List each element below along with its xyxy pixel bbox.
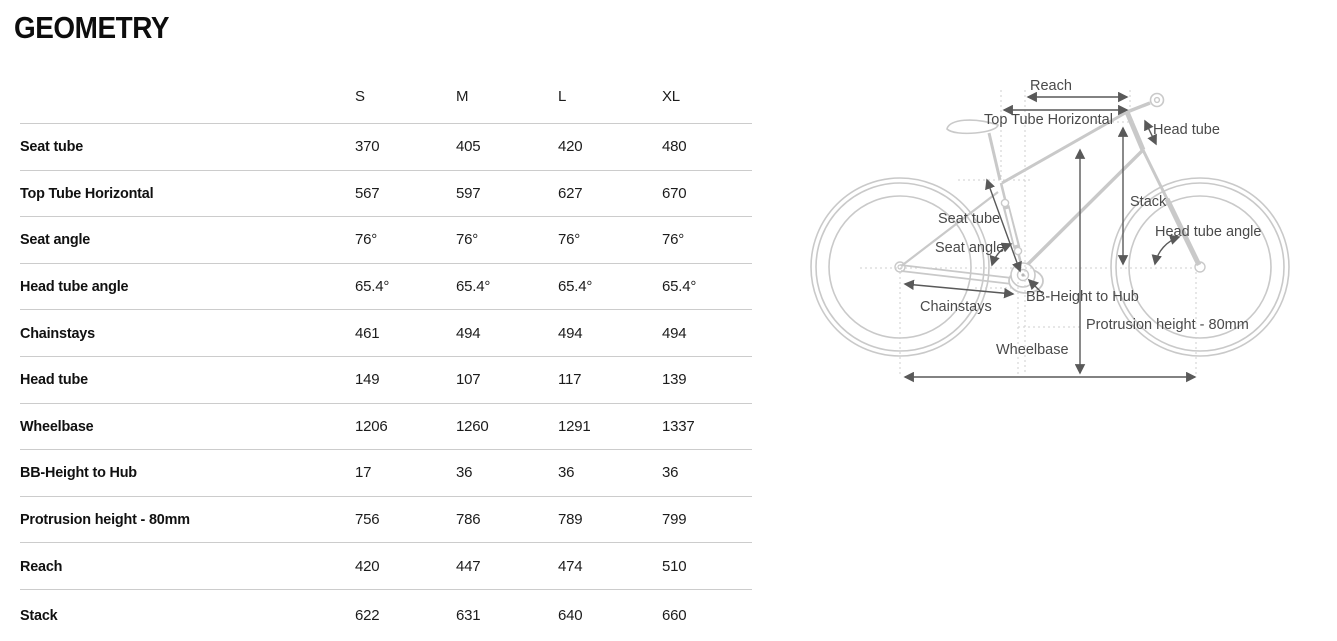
cell-value: 622 <box>355 606 380 624</box>
row-label: Reach <box>20 557 63 575</box>
head-tube-angle-arc <box>1151 234 1181 266</box>
bb-height-to-hub-arrow <box>1027 278 1043 294</box>
cell-value: 1337 <box>662 417 695 435</box>
table-row-protrusion-height: Protrusion height - 80mm 756 786 789 799 <box>20 497 752 544</box>
cell-value: 567 <box>355 184 380 202</box>
top-tube-horizontal-label: Top Tube Horizontal <box>984 112 1113 128</box>
table-row-seat-angle: Seat angle 76° 76° 76° 76° <box>20 217 752 264</box>
row-label: Head tube <box>20 371 88 389</box>
diagram-labels: Reach Top Tube Horizontal Head tube Seat… <box>920 78 1261 358</box>
seat-tube-arrow <box>985 178 1022 273</box>
cell-value: 76° <box>662 231 685 249</box>
table-row-bb-height-to-hub: BB-Height to Hub 17 36 36 36 <box>20 450 752 497</box>
cell-value: 1291 <box>558 417 591 435</box>
cell-value: 480 <box>662 138 687 156</box>
table-row-head-tube-angle: Head tube angle 65.4° 65.4° 65.4° 65.4° <box>20 264 752 311</box>
wheelbase-label: Wheelbase <box>996 342 1069 358</box>
table-row-reach: Reach 420 447 474 510 <box>20 543 752 590</box>
cell-value: 76° <box>355 231 378 249</box>
stack-label: Stack <box>1130 194 1167 210</box>
cell-value: 65.4° <box>662 278 697 296</box>
cell-value: 420 <box>355 557 380 575</box>
table-row-stack: Stack 622 631 640 660 <box>20 590 752 641</box>
cell-value: 107 <box>456 371 481 389</box>
cell-value: 36 <box>456 464 473 482</box>
size-header-m: M <box>456 88 469 105</box>
cell-value: 474 <box>558 557 583 575</box>
size-header-s: S <box>355 88 365 105</box>
geometry-table: S M L XL Seat tube 370 405 420 480 Top T… <box>20 85 752 641</box>
row-label: Chainstays <box>20 324 95 342</box>
cell-value: 65.4° <box>456 278 491 296</box>
chainstays-label: Chainstays <box>920 299 992 315</box>
table-row-head-tube: Head tube 149 107 117 139 <box>20 357 752 404</box>
bike-illustration <box>810 92 1290 357</box>
cell-value: 627 <box>558 184 583 202</box>
row-label: Top Tube Horizontal <box>20 184 154 202</box>
cell-value: 405 <box>456 138 481 156</box>
cell-value: 597 <box>456 184 481 202</box>
table-row-wheelbase: Wheelbase 1206 1260 1291 1337 <box>20 404 752 451</box>
cell-value: 36 <box>558 464 575 482</box>
cell-value: 789 <box>558 511 583 529</box>
cell-value: 510 <box>662 557 687 575</box>
row-label: BB-Height to Hub <box>20 464 137 482</box>
cell-value: 631 <box>456 606 481 624</box>
cell-value: 799 <box>662 511 687 529</box>
cell-value: 36 <box>662 464 679 482</box>
reach-label: Reach <box>1030 78 1072 94</box>
head-tube-arrow <box>1144 119 1157 146</box>
dimension-arrows <box>903 91 1197 383</box>
table-row-chainstays: Chainstays 461 494 494 494 <box>20 310 752 357</box>
cell-value: 447 <box>456 557 481 575</box>
page-title: GEOMETRY <box>14 10 170 45</box>
bike-geometry-diagram: Reach Top Tube Horizontal Head tube Seat… <box>810 78 1290 383</box>
head-tube-label: Head tube <box>1153 122 1220 138</box>
cell-value: 65.4° <box>355 278 390 296</box>
seat-angle-label: Seat angle <box>935 240 1004 256</box>
cell-value: 17 <box>355 464 372 482</box>
row-label: Seat tube <box>20 138 84 156</box>
seat-tube-label: Seat tube <box>938 211 1000 227</box>
cell-value: 76° <box>558 231 581 249</box>
bb-height-to-hub-label: BB-Height to Hub <box>1026 289 1139 305</box>
cell-value: 139 <box>662 371 687 389</box>
row-label: Head tube angle <box>20 278 129 296</box>
cell-value: 149 <box>355 371 380 389</box>
size-header-l: L <box>558 88 567 105</box>
row-label: Stack <box>20 606 58 624</box>
cell-value: 461 <box>355 324 380 342</box>
cell-value: 660 <box>662 606 687 624</box>
guide-lines <box>860 90 1197 377</box>
table-header-row: S M L XL <box>20 85 752 124</box>
cell-value: 420 <box>558 138 583 156</box>
cell-value: 1260 <box>456 417 489 435</box>
table-row-top-tube-horizontal: Top Tube Horizontal 567 597 627 670 <box>20 171 752 218</box>
seat-angle-arc <box>989 242 1013 267</box>
protrusion-height-label: Protrusion height - 80mm <box>1086 317 1249 333</box>
table-row-seat-tube: Seat tube 370 405 420 480 <box>20 124 752 171</box>
cell-value: 756 <box>355 511 380 529</box>
cell-value: 786 <box>456 511 481 529</box>
head-tube-angle-label: Head tube angle <box>1155 224 1261 240</box>
cell-value: 640 <box>558 606 583 624</box>
cell-value: 117 <box>558 371 582 389</box>
cell-value: 370 <box>355 138 380 156</box>
cell-value: 65.4° <box>558 278 593 296</box>
row-label: Protrusion height - 80mm <box>20 511 190 529</box>
chainstays-arrow <box>903 279 1015 299</box>
cell-value: 670 <box>662 184 687 202</box>
cell-value: 76° <box>456 231 479 249</box>
size-header-xl: XL <box>662 88 680 105</box>
row-label: Seat angle <box>20 231 91 249</box>
row-label: Wheelbase <box>20 417 94 435</box>
cell-value: 494 <box>456 324 481 342</box>
cell-value: 1206 <box>355 417 388 435</box>
cell-value: 494 <box>558 324 583 342</box>
cell-value: 494 <box>662 324 687 342</box>
